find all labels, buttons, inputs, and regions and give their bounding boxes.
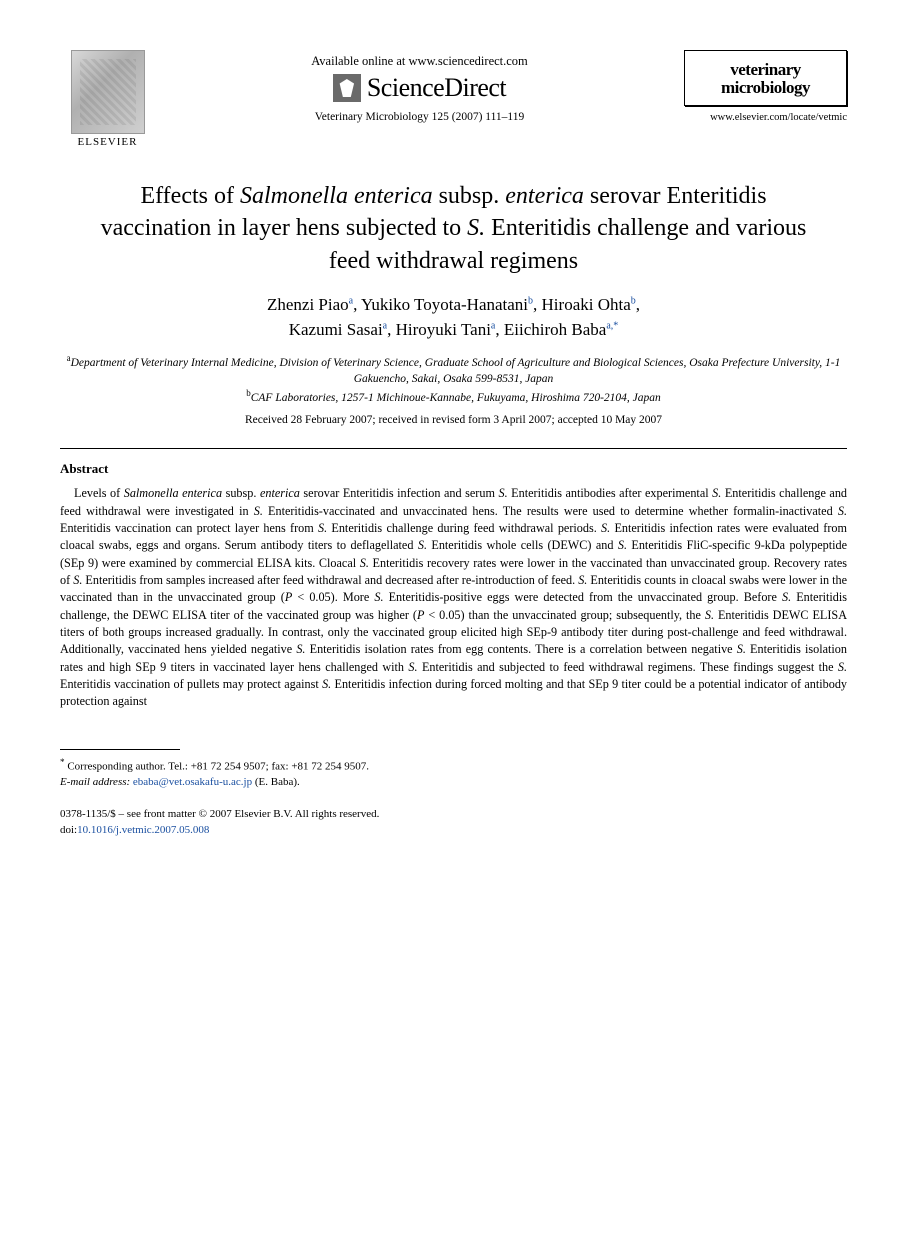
author: Yukiko Toyota-Hanatani bbox=[361, 295, 528, 314]
affiliations: aDepartment of Veterinary Internal Medic… bbox=[60, 352, 847, 406]
affil-marker: a,* bbox=[606, 320, 618, 331]
front-matter-line: 0378-1135/$ – see front matter © 2007 El… bbox=[60, 808, 379, 820]
affil-marker: a bbox=[383, 320, 387, 331]
abstract-heading: Abstract bbox=[60, 461, 847, 477]
title-text: Effects of bbox=[140, 183, 240, 209]
header-center: Available online at www.sciencedirect.co… bbox=[155, 50, 684, 123]
author: Zhenzi Piao bbox=[267, 295, 349, 314]
article-dates: Received 28 February 2007; received in r… bbox=[60, 414, 847, 426]
corresponding-mark: * bbox=[60, 757, 65, 767]
title-text-italic: enterica bbox=[505, 183, 584, 209]
title-text: subsp. bbox=[433, 183, 506, 209]
doi-link[interactable]: 10.1016/j.vetmic.2007.05.008 bbox=[77, 824, 209, 836]
page: ELSEVIER Available online at www.science… bbox=[0, 0, 907, 878]
abstract-text: Levels of Salmonella enterica subsp. ent… bbox=[60, 486, 847, 708]
journal-title-line2: microbiology bbox=[693, 79, 838, 97]
journal-url[interactable]: www.elsevier.com/locate/vetmic bbox=[684, 112, 847, 123]
sciencedirect-name: ScienceDirect bbox=[367, 73, 506, 103]
affil-marker: a bbox=[491, 320, 495, 331]
affil-text: Department of Veterinary Internal Medici… bbox=[71, 357, 841, 385]
elsevier-tree-icon bbox=[71, 50, 145, 134]
affil-text: CAF Laboratories, 1257-1 Michinoue-Kanna… bbox=[251, 392, 661, 404]
article-title: Effects of Salmonella enterica subsp. en… bbox=[90, 180, 817, 277]
author-list: Zhenzi Piaoa, Yukiko Toyota-Hanatanib, H… bbox=[60, 293, 847, 342]
publisher-block: ELSEVIER bbox=[60, 50, 155, 148]
footnote-rule bbox=[60, 749, 180, 750]
email-label: E-mail address: bbox=[60, 776, 130, 788]
affil-marker: a bbox=[349, 296, 353, 307]
corr-email-link[interactable]: ebaba@vet.osakafu-u.ac.jp bbox=[133, 776, 252, 788]
citation-line: Veterinary Microbiology 125 (2007) 111–1… bbox=[165, 111, 674, 123]
header: ELSEVIER Available online at www.science… bbox=[60, 50, 847, 148]
author: Hiroaki Ohta bbox=[542, 295, 631, 314]
doi-label: doi: bbox=[60, 824, 77, 836]
title-text-italic: S. bbox=[467, 215, 485, 241]
email-who: (E. Baba). bbox=[255, 776, 300, 788]
corresponding-mark: * bbox=[613, 320, 618, 331]
author: Kazumi Sasai bbox=[289, 320, 383, 339]
article-id-block: 0378-1135/$ – see front matter © 2007 El… bbox=[60, 807, 847, 838]
separator-rule bbox=[60, 448, 847, 449]
author: Eiichiroh Baba bbox=[504, 320, 606, 339]
corr-text: Corresponding author. Tel.: +81 72 254 9… bbox=[67, 760, 369, 772]
journal-block: veterinary microbiology www.elsevier.com… bbox=[684, 50, 847, 123]
abstract-body: Levels of Salmonella enterica subsp. ent… bbox=[60, 485, 847, 710]
author: Hiroyuki Tani bbox=[396, 320, 491, 339]
publisher-label: ELSEVIER bbox=[60, 136, 155, 148]
sciencedirect-mark-icon bbox=[333, 74, 361, 102]
journal-box: veterinary microbiology bbox=[684, 50, 847, 106]
available-online-text: Available online at www.sciencedirect.co… bbox=[165, 54, 674, 69]
title-text-italic: Salmonella enterica bbox=[240, 183, 433, 209]
sciencedirect-logo: ScienceDirect bbox=[333, 73, 506, 103]
corresponding-footnote: * Corresponding author. Tel.: +81 72 254… bbox=[60, 756, 847, 792]
journal-title-line1: veterinary bbox=[693, 61, 838, 79]
affil-marker: b bbox=[631, 296, 636, 307]
affil-marker: b bbox=[528, 296, 533, 307]
